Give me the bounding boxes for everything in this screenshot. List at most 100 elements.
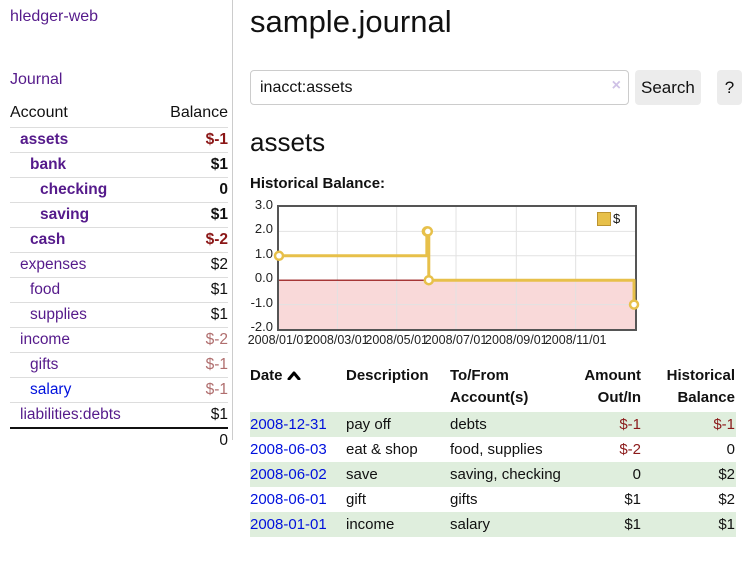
account-balance: $-1 xyxy=(153,127,228,153)
y-tick-label: 2.0 xyxy=(254,221,273,237)
accounts-table-header: Account Balance xyxy=(10,100,228,128)
search-form: × Search ? xyxy=(250,70,742,105)
y-tick-label: 1.0 xyxy=(254,245,273,261)
transaction-row: 2008-06-02 save saving, checking 0 $2 xyxy=(250,462,736,487)
sidebar: hledger-web Journal Account Balance asse… xyxy=(0,0,233,453)
chart-title: Historical Balance: xyxy=(250,175,386,192)
account-balance: 0 xyxy=(153,177,228,203)
transaction-date-link[interactable]: 2008-06-02 xyxy=(250,466,327,483)
register-header-balance[interactable]: Historical Balance xyxy=(666,367,735,406)
total-spacer xyxy=(10,427,154,453)
account-balance: $1 xyxy=(153,277,228,303)
chart-plot xyxy=(273,205,640,331)
account-link[interactable]: assets xyxy=(20,131,69,148)
transaction-description: gift xyxy=(346,491,367,508)
transaction-accounts: saving, checking xyxy=(450,466,561,483)
transaction-accounts: salary xyxy=(450,516,491,533)
account-balance: $-2 xyxy=(153,327,228,353)
transaction-date-link[interactable]: 2008-01-01 xyxy=(250,516,327,533)
accounts-total-row: 0 xyxy=(10,427,228,453)
register-header-description[interactable]: Description xyxy=(346,367,429,384)
account-row: supplies $1 xyxy=(10,302,228,328)
register-table: Date Description To/From Account(s) Amou… xyxy=(250,362,736,537)
historical-balance-chart: 3.0 2.0 1.0 0.0 -1.0 -2.0 2008/01/01 2008/03/0… xyxy=(245,197,742,349)
search-button[interactable]: Search xyxy=(635,70,701,105)
transaction-accounts: gifts xyxy=(450,491,478,508)
y-tick-label: 3.0 xyxy=(254,197,273,212)
account-link[interactable]: checking xyxy=(40,181,108,198)
register-header-date[interactable]: Date xyxy=(250,362,346,412)
main-content: sample.journal × Search ? assets Histori… xyxy=(233,0,742,537)
register-header-accounts[interactable]: To/From Account(s) xyxy=(450,367,529,406)
transaction-date-link[interactable]: 2008-12-31 xyxy=(250,416,327,433)
y-tick-label: 0.0 xyxy=(254,270,273,286)
transaction-row: 2008-06-01 gift gifts $1 $2 xyxy=(250,487,736,512)
account-link[interactable]: salary xyxy=(30,381,72,398)
account-row: salary $-1 xyxy=(10,377,228,403)
register-header-amount[interactable]: Amount Out/In xyxy=(584,367,641,406)
transaction-accounts: food, supplies xyxy=(450,441,543,458)
account-balance: $-1 xyxy=(153,352,228,378)
transaction-date-link[interactable]: 2008-06-03 xyxy=(250,441,327,458)
transaction-description: pay off xyxy=(346,416,391,433)
legend-label: $ xyxy=(613,211,621,226)
account-link[interactable]: cash xyxy=(30,231,66,248)
account-link[interactable]: saving xyxy=(40,206,90,223)
transaction-row: 2008-12-31 pay off debts $-1 $-1 xyxy=(250,412,736,437)
account-link[interactable]: gifts xyxy=(30,356,59,373)
account-balance: $-1 xyxy=(153,377,228,403)
chart-legend: $ xyxy=(597,211,620,226)
x-tick-label: 2008/09/01 xyxy=(485,333,548,347)
account-row: expenses $2 xyxy=(10,252,228,278)
account-link[interactable]: food xyxy=(30,281,61,298)
transaction-balance: $1 xyxy=(718,516,735,533)
accounts-total-balance: 0 xyxy=(153,427,228,453)
transaction-amount: $1 xyxy=(624,491,641,508)
transaction-balance: $-1 xyxy=(713,416,735,433)
transaction-description: eat & shop xyxy=(346,441,418,458)
account-balance: $1 xyxy=(153,302,228,328)
account-row: gifts $-1 xyxy=(10,352,228,378)
account-link[interactable]: bank xyxy=(30,156,67,173)
account-row: assets $-1 xyxy=(10,127,228,153)
account-row: income $-2 xyxy=(10,327,228,353)
account-row: food $1 xyxy=(10,277,228,303)
account-balance: $2 xyxy=(153,252,228,278)
help-button[interactable]: ? xyxy=(716,70,742,105)
transaction-amount: $-1 xyxy=(619,416,641,433)
clear-search-icon[interactable]: × xyxy=(611,77,621,94)
transaction-amount: $1 xyxy=(624,516,641,533)
account-link[interactable]: liabilities:debts xyxy=(20,406,121,423)
y-tick-label: -2.0 xyxy=(250,319,273,334)
account-balance: $-2 xyxy=(153,227,228,253)
accounts-header-balance: Balance xyxy=(153,100,228,128)
app-brand-link[interactable]: hledger-web xyxy=(10,8,99,25)
search-input[interactable] xyxy=(250,70,629,105)
account-balance: $1 xyxy=(153,202,228,228)
transaction-date-link[interactable]: 2008-06-01 xyxy=(250,491,327,508)
account-link[interactable]: supplies xyxy=(30,306,87,323)
x-tick-label: 2008/03/01 xyxy=(306,333,369,347)
accounts-table: Account Balance assets $-1 bank $1 checking 0… xyxy=(10,100,228,453)
x-tick-label: 2008/01/01 xyxy=(247,333,311,347)
search-input-wrap: × xyxy=(250,70,629,105)
x-tick-label: 2008/07/01 xyxy=(424,333,488,347)
account-row: checking 0 xyxy=(10,177,228,203)
account-link[interactable]: expenses xyxy=(20,256,87,273)
sidebar-item-journal[interactable]: Journal xyxy=(10,71,63,88)
transaction-balance: 0 xyxy=(726,441,735,458)
account-balance: $1 xyxy=(153,402,228,429)
account-row: cash $-2 xyxy=(10,227,228,253)
account-balance: $1 xyxy=(153,152,228,178)
account-row: bank $1 xyxy=(10,152,228,178)
transaction-balance: $2 xyxy=(718,466,735,483)
transaction-description: save xyxy=(346,466,378,483)
transaction-row: 2008-01-01 income salary $1 $1 xyxy=(250,512,736,537)
accounts-header-account: Account xyxy=(10,100,154,128)
legend-swatch-icon xyxy=(597,211,611,226)
transaction-row: 2008-06-03 eat & shop food, supplies $-2 0 xyxy=(250,437,736,462)
account-row: saving $1 xyxy=(10,202,228,228)
transaction-accounts: debts xyxy=(450,416,487,433)
account-link[interactable]: income xyxy=(20,331,70,348)
x-tick-label: 2008/11/01 xyxy=(544,333,607,347)
